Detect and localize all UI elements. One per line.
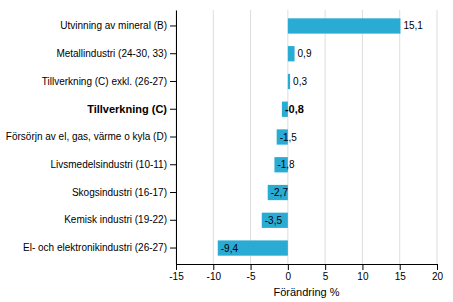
y-tick-mark xyxy=(170,25,176,26)
y-tick-mark xyxy=(170,164,176,165)
data-label: -9,4 xyxy=(221,243,239,254)
x-tick-mark xyxy=(176,264,177,270)
bar xyxy=(288,18,401,33)
x-tick-label: -10 xyxy=(207,271,222,282)
y-tick-label: Tillverkning (C) xyxy=(87,103,167,115)
data-label: -3,5 xyxy=(265,215,283,226)
y-tick-mark xyxy=(170,109,176,110)
y-axis: El- och elektronikindustri (26-27) Kemisk… xyxy=(6,11,177,265)
y-tick: Metallindustri (24-30, 33) xyxy=(56,48,176,59)
y-tick: Livsmedelsindustri (10-11) xyxy=(50,159,176,170)
bar xyxy=(218,240,288,255)
bar xyxy=(268,185,288,200)
x-tick-mark xyxy=(213,264,214,270)
y-tick-mark xyxy=(170,81,176,82)
x-tick-mark xyxy=(251,264,252,270)
x-tick-mark xyxy=(400,264,401,270)
y-tick-label: Metallindustri (24-30, 33) xyxy=(56,48,167,59)
x-tick-mark xyxy=(288,264,289,270)
grid-line xyxy=(325,10,326,264)
x-tick-mark xyxy=(362,264,363,270)
grid-line xyxy=(399,10,400,264)
y-tick-mark xyxy=(170,192,176,193)
x-tick: 0 xyxy=(286,264,292,282)
y-tick-label: Försörjn av el, gas, värme o kyla (D) xyxy=(6,131,167,142)
x-tick: -5 xyxy=(247,264,256,282)
y-tick-label: Livsmedelsindustri (10-11) xyxy=(50,159,167,170)
bars xyxy=(218,18,401,255)
x-tick-label: 0 xyxy=(286,271,292,282)
bar xyxy=(262,213,288,228)
y-tick: El- och elektronikindustri (26-27) xyxy=(23,242,176,253)
x-tick: 10 xyxy=(357,264,369,282)
grid-line xyxy=(437,10,438,264)
y-tick-label: Tillverkning (C) exkl. (26-27) xyxy=(42,76,167,87)
y-tick: Utvinning av mineral (B) xyxy=(60,20,176,31)
data-label: -2,7 xyxy=(271,187,289,198)
y-tick-mark xyxy=(170,53,176,54)
data-label: -1,8 xyxy=(277,159,295,170)
grid-line xyxy=(362,10,363,264)
x-tick-label: 20 xyxy=(432,271,444,282)
y-tick-label: Skogsindustri (16-17) xyxy=(72,187,167,198)
x-tick: -15 xyxy=(169,264,184,282)
grid-line xyxy=(250,10,251,264)
y-tick: Kemisk industri (19-22) xyxy=(64,214,176,225)
data-labels: -9,4 -3,5 -2,7 -1,8 -1,5 -0,8 0,3 0,9 15,1 xyxy=(221,20,424,253)
data-label: -1,5 xyxy=(280,132,298,143)
data-label: -0,8 xyxy=(285,103,304,115)
x-tick-label: 15 xyxy=(395,271,407,282)
y-axis-line xyxy=(176,11,177,265)
x-tick-label: 5 xyxy=(323,271,329,282)
y-tick: Skogsindustri (16-17) xyxy=(72,187,176,198)
grid xyxy=(176,10,437,264)
y-tick-mark xyxy=(170,248,176,249)
bar xyxy=(288,74,290,89)
x-axis: -15 -10 -5 0 5 10 15 20 xyxy=(169,264,443,282)
chart: -15 -10 -5 0 5 10 15 20 El- och elektronikindust… xyxy=(0,0,453,302)
x-tick-mark xyxy=(325,264,326,270)
y-tick: Tillverkning (C) xyxy=(87,103,176,115)
x-tick-label: -5 xyxy=(247,271,256,282)
y-tick-label: El- och elektronikindustri (26-27) xyxy=(23,242,167,253)
x-tick: 20 xyxy=(432,264,444,282)
y-tick-label: Kemisk industri (19-22) xyxy=(64,214,167,225)
y-tick-label: Utvinning av mineral (B) xyxy=(60,20,167,31)
y-tick: Tillverkning (C) exkl. (26-27) xyxy=(42,76,176,87)
x-tick-label: -15 xyxy=(169,271,184,282)
x-axis-line xyxy=(177,265,438,271)
grid-line xyxy=(213,10,214,264)
y-tick-mark xyxy=(170,137,176,138)
data-label: 0,3 xyxy=(293,76,307,87)
x-tick: 15 xyxy=(395,264,407,282)
y-tick-mark xyxy=(170,220,176,221)
data-label: 15,1 xyxy=(403,20,423,31)
bar xyxy=(288,46,295,61)
plot: -15 -10 -5 0 5 10 15 20 El- och elektronikindust… xyxy=(6,10,444,298)
x-axis-title: Förändring % xyxy=(273,286,339,298)
x-tick-mark xyxy=(437,264,438,270)
x-tick: 5 xyxy=(323,264,329,282)
y-tick: Försörjn av el, gas, värme o kyla (D) xyxy=(6,131,176,142)
x-tick: -10 xyxy=(207,264,222,282)
x-tick-label: 10 xyxy=(357,271,369,282)
data-label: 0,9 xyxy=(298,48,312,59)
